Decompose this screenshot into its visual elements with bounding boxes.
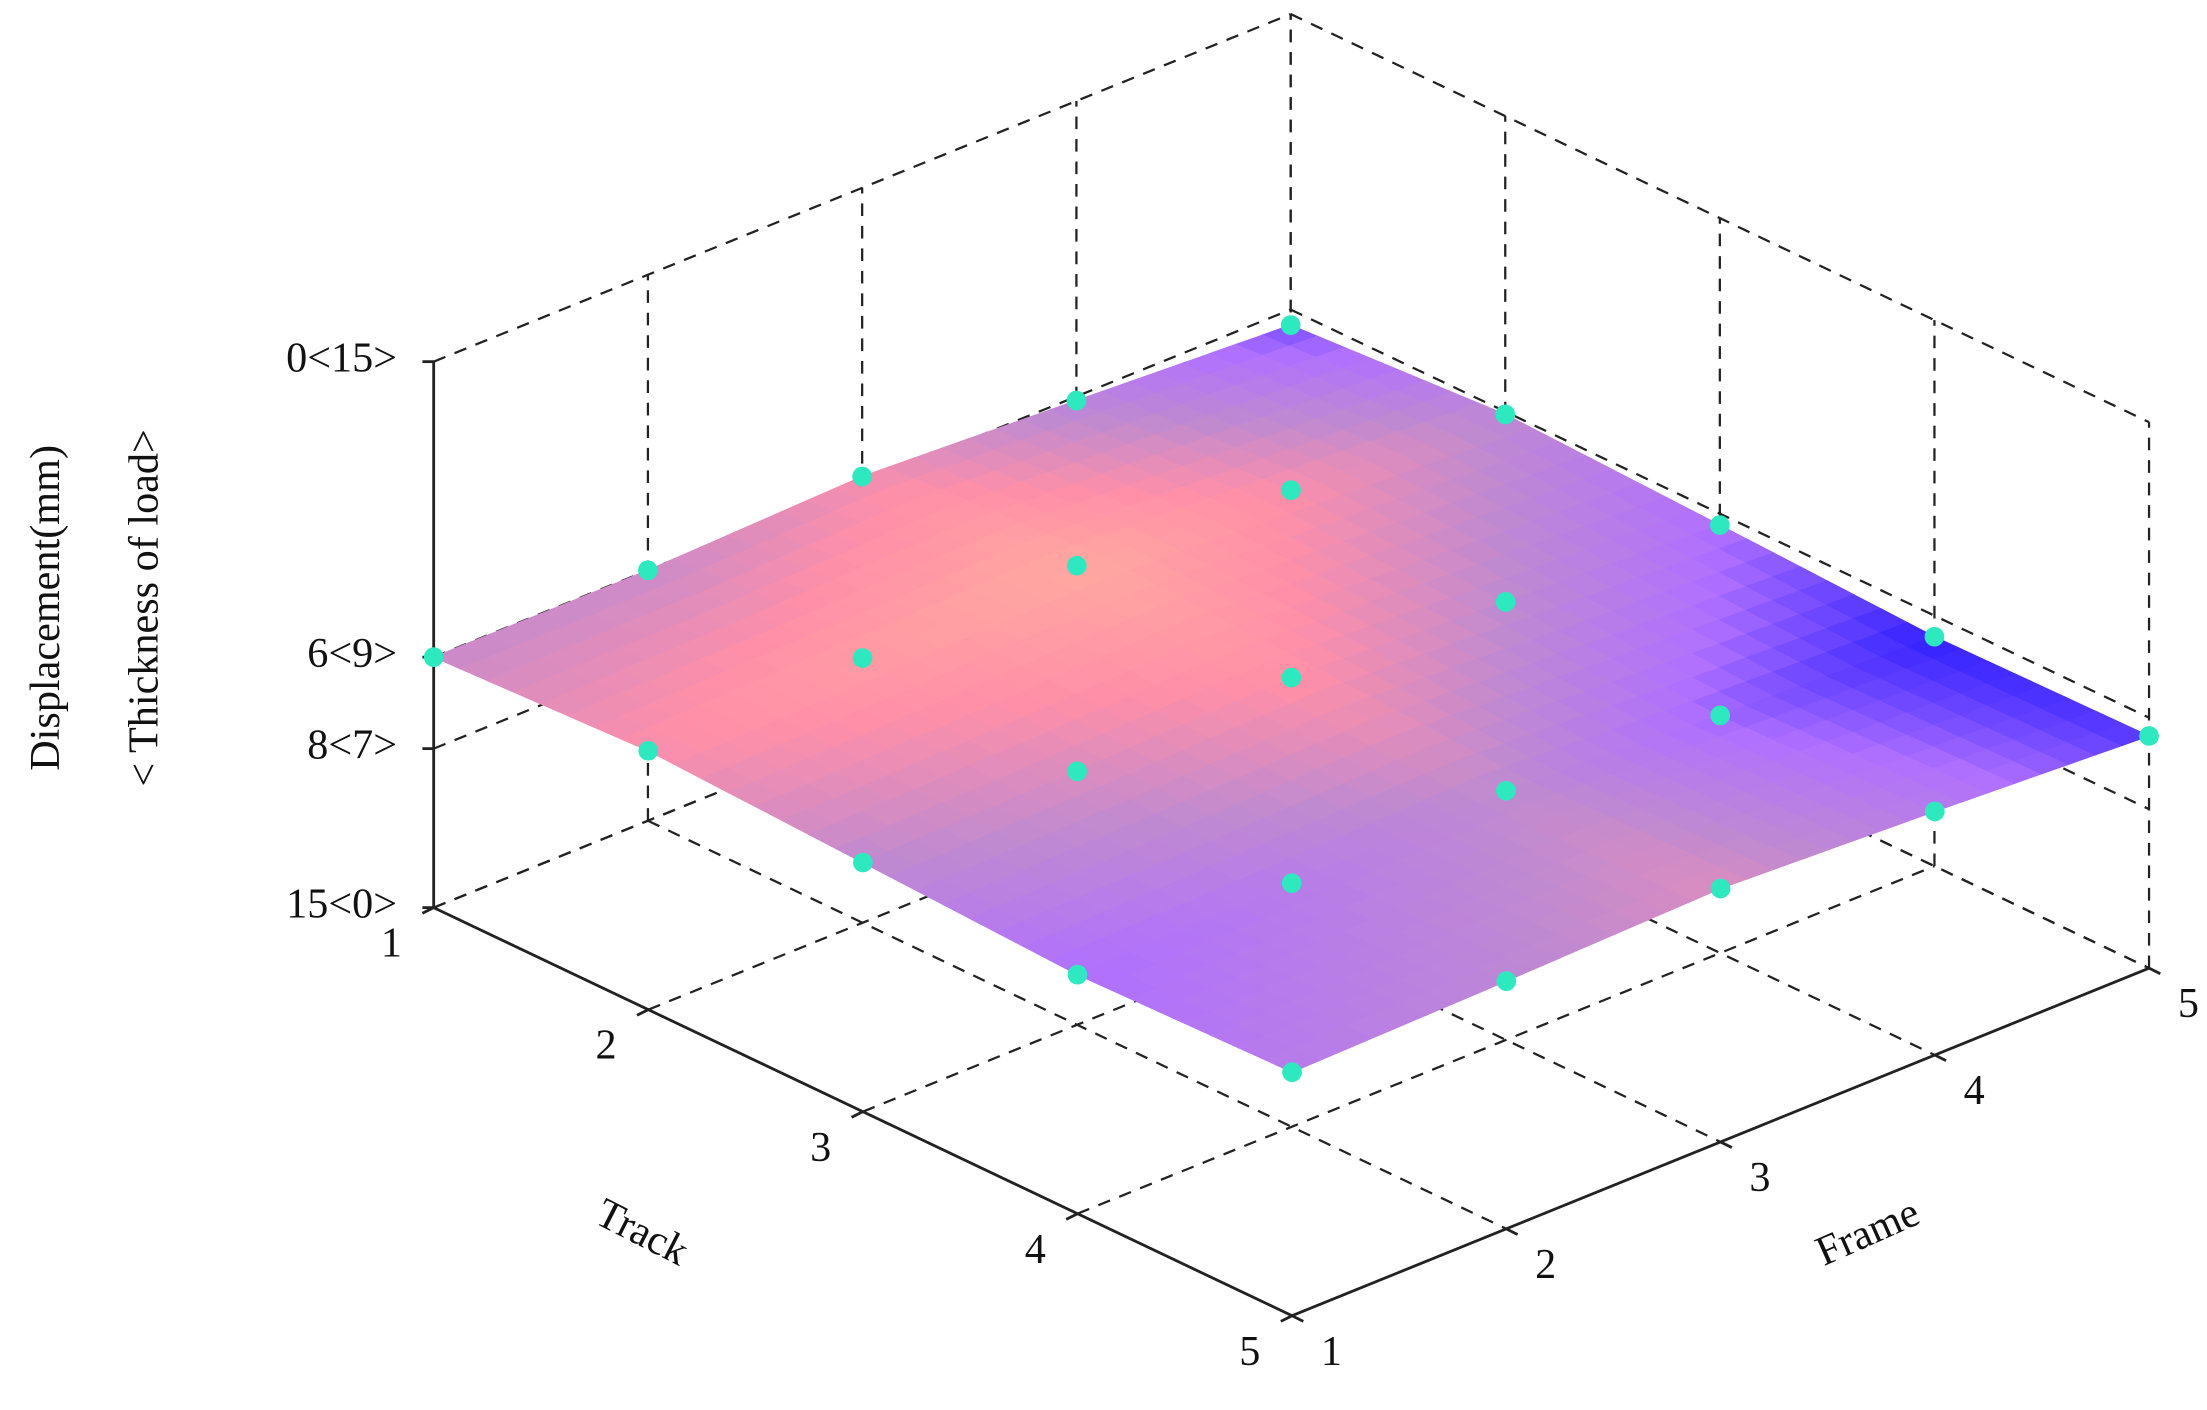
x-tick-label: 3 <box>810 1124 831 1171</box>
grid-line <box>433 13 1292 363</box>
y-tick-label: 1 <box>1321 1328 1342 1375</box>
data-point <box>1709 515 1730 535</box>
data-point <box>638 740 659 761</box>
data-point <box>2139 726 2159 746</box>
data-point <box>1066 555 1087 576</box>
data-point <box>1281 873 1302 894</box>
x-tick <box>850 1110 864 1119</box>
y-tick <box>1719 1140 1733 1149</box>
grid-line <box>1290 308 2150 719</box>
data-point <box>638 560 658 581</box>
y-tick-label: 4 <box>1964 1067 1985 1114</box>
y-axis-title: Frame <box>1809 1189 1927 1276</box>
data-point <box>1067 964 1088 985</box>
data-point <box>1281 480 1301 500</box>
y-axis <box>1291 966 2150 1318</box>
z-tick-label: 15<0> <box>286 880 397 927</box>
data-point <box>1282 1062 1302 1082</box>
z-axis-title: < Thickness of load> <box>121 429 168 786</box>
x-tick <box>1065 1212 1079 1221</box>
z-tick-label: 6<9> <box>307 630 397 677</box>
data-point <box>423 647 444 668</box>
grid-line <box>1077 865 1935 1215</box>
y-tick <box>1505 1227 1519 1236</box>
x-tick-label: 5 <box>1239 1328 1260 1375</box>
data-point <box>1495 592 1516 612</box>
x-tick-label: 2 <box>596 1022 617 1069</box>
y-tick <box>1291 1314 1304 1323</box>
data-point <box>1496 971 1517 991</box>
grid-line <box>1290 13 2150 424</box>
data-point <box>1280 315 1301 335</box>
data-point <box>1710 705 1731 726</box>
data-point <box>1066 390 1087 411</box>
y-tick-label: 5 <box>2178 980 2199 1027</box>
data-point <box>1924 801 1945 822</box>
data-point <box>1067 761 1087 782</box>
data-point <box>1495 404 1516 425</box>
data-point <box>853 852 873 873</box>
x-tick <box>421 906 435 915</box>
y-tick <box>1934 1053 1947 1062</box>
y-tick <box>2148 966 2161 976</box>
z-tick-label: 0<15> <box>286 334 397 381</box>
y-tick-label: 2 <box>1535 1241 1556 1288</box>
x-tick <box>1280 1314 1293 1323</box>
surface <box>432 324 2151 1073</box>
x-tick-label: 1 <box>381 920 402 967</box>
data-point <box>852 648 873 668</box>
data-point <box>1710 878 1731 899</box>
data-point <box>1281 667 1302 688</box>
z-axis-title: Displacement(mm) <box>22 445 69 771</box>
x-tick-label: 4 <box>1025 1226 1046 1273</box>
data-point <box>1924 626 1945 647</box>
data-point <box>852 466 873 487</box>
x-tick <box>636 1008 649 1017</box>
y-tick-label: 3 <box>1749 1154 1770 1201</box>
x-axis-title: Track <box>588 1189 696 1275</box>
data-point <box>1496 780 1516 801</box>
z-tick-label: 8<7> <box>307 721 397 768</box>
